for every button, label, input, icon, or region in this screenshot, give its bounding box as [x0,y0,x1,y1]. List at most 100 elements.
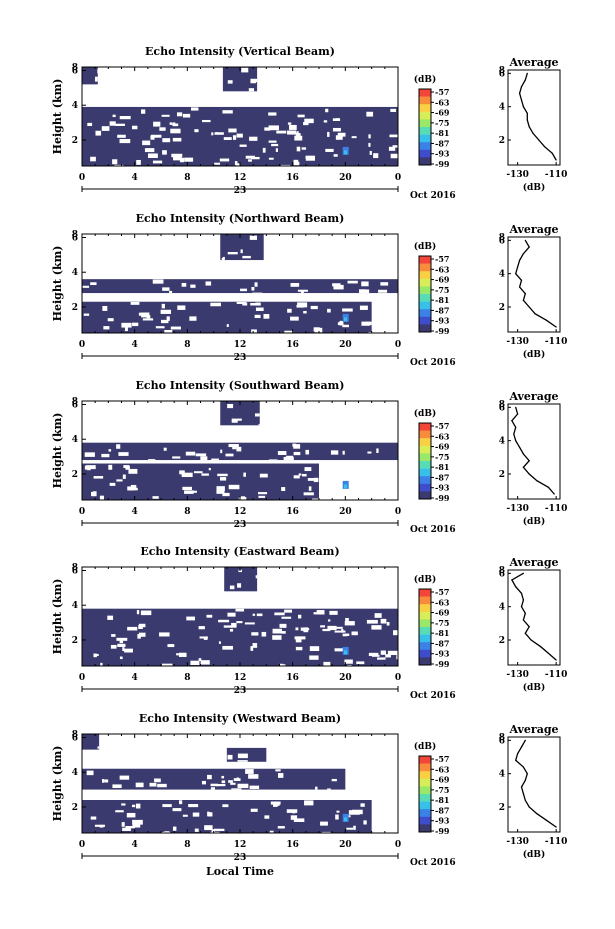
echo-gap [277,826,285,829]
colorbar-segment [419,649,431,658]
echo-gap [296,131,299,134]
echo-gap [261,631,267,637]
echo-gap [201,473,209,476]
echo-gap [95,130,102,136]
echo-gap [119,656,123,660]
profile-point [526,72,528,74]
echo-gap [199,636,208,639]
echo-gap [337,132,346,137]
x-tick-label: 0 [395,673,401,683]
colorbar-frame [418,255,432,333]
echo-gap [178,800,183,805]
profile-point [528,126,530,128]
echo-gap [198,626,205,630]
echo-gap [172,122,176,125]
y-tick-label: 4 [72,601,78,611]
x-tick-label: 4 [132,840,138,850]
echo-gap [108,464,113,470]
echo-gap [281,616,292,619]
echo-gap [159,632,170,637]
echo-gap [268,459,278,461]
echo-gap [216,489,225,494]
echo-gap [169,122,173,125]
echo-gap [361,321,370,326]
echo-gap [344,621,355,626]
echo-gap [250,646,254,651]
profile-x-tick-label: -110 [545,504,568,514]
echo-gap [172,808,182,812]
echo-gap [154,778,161,783]
echo-gap [142,318,154,321]
echo-gap [84,452,95,457]
echo-gap [366,619,378,624]
echo-gap [205,281,212,286]
colorbar-tick-label: -87 [435,472,449,482]
echo-gap [97,69,98,74]
echo-gap [236,133,243,138]
chart-title: Echo Intensity (Southward Beam) [136,379,345,392]
echo-gap [251,329,257,333]
echo-gap [223,625,232,628]
echo-gap [182,814,188,817]
echo-gap [162,804,172,808]
profile-line [514,239,557,328]
profile-point [555,659,557,661]
colorbar-segment [419,589,431,597]
echo-gap [127,626,138,631]
colorbar-segment [419,445,431,454]
colorbar-segment [419,263,431,272]
echo-gap [222,110,233,114]
profile-y-tick-label: 2 [499,636,505,646]
colorbar-tick-label: -87 [435,305,449,315]
echo-gap [342,450,345,455]
echo-gap [258,492,268,495]
echo-gap [155,326,165,329]
profile-point [522,253,525,255]
profile-point [543,146,546,148]
y-tick-label: 2 [72,803,78,813]
echo-gap [295,639,302,643]
echo-gap [127,486,134,491]
colorbar-tick-label: -75 [435,285,449,295]
echo-gap [315,786,318,790]
profile-point [553,493,555,495]
x-tick-label: 16 [286,173,299,183]
echo-gap [290,316,299,321]
strong-echo-core [344,650,348,655]
echo-gap [345,617,349,622]
colorbar-tick-label: -69 [435,608,450,618]
echo-gap [121,322,132,328]
echo-gap [153,121,161,127]
echo-gap [336,810,340,813]
colorbar-tick-label: -99 [435,326,450,336]
echo-layer-0 [82,301,372,333]
colorbar-tick-label: -57 [435,587,449,597]
echo-gap [171,153,183,158]
echo-gap [95,653,99,656]
colorbar-tick-label: -93 [435,149,450,159]
profile-frame [507,403,561,500]
y-axis-label: Height (km) [51,413,64,489]
echo-gap [275,769,281,772]
x-tick-label: 8 [184,340,190,350]
echo-gap [323,120,328,123]
y-tick-label: 6 [72,566,78,576]
echo-gap [229,628,234,632]
echo-gap [238,497,247,500]
echo-gap [249,136,258,141]
colorbar-frame [418,88,432,166]
echo-gap [93,653,97,658]
profile-point [522,572,525,574]
colorbar-segment [419,604,431,613]
colorbar-segment [419,619,431,628]
echo-gap [281,487,286,492]
echo-gap [103,326,110,330]
echo-gap [284,330,294,333]
profile-frame [507,236,561,333]
echo-gap [181,282,187,287]
echo-gap [307,628,310,631]
echo-gap [377,657,386,660]
echo-gap [301,473,307,477]
profile-point [534,313,536,315]
echo-gap [114,164,124,166]
